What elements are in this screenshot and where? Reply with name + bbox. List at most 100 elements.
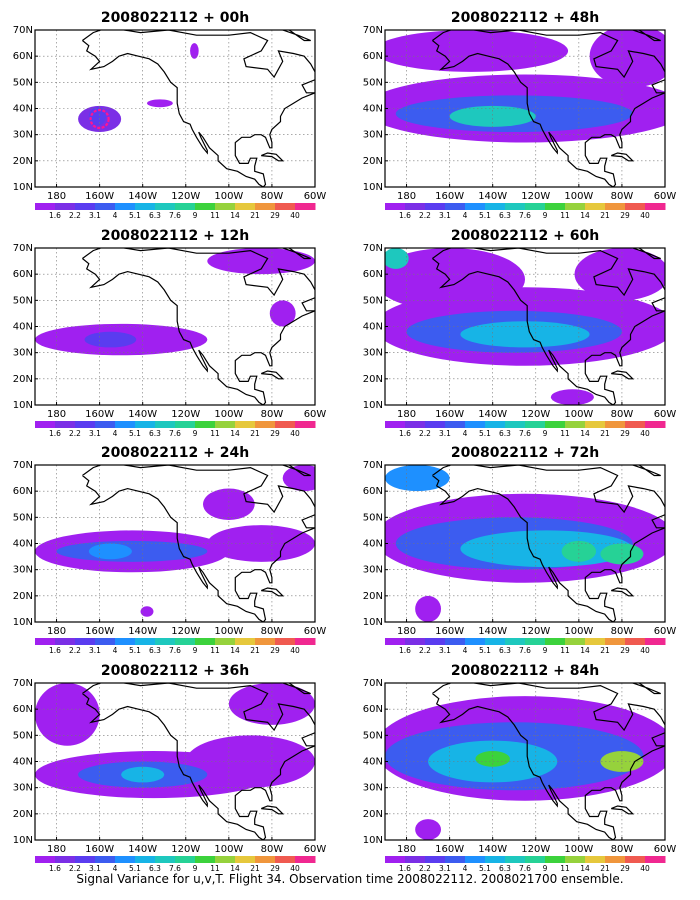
y-tick-label: 70N [13,678,33,689]
x-tick-label: 120W [171,409,200,420]
x-tick-label: 80W [261,626,284,637]
colorbar-label: 9 [543,646,548,655]
colorbar-label: 4 [113,646,118,655]
observation-marker [89,108,110,130]
colorbar-label: 40 [290,646,300,655]
colorbar-label: 21 [250,864,260,873]
map-panel: 2008022112 + 48h 70N 60N 50N 40N 30N 20N 10N 180… [363,10,677,220]
variance-contour [282,465,315,492]
colorbar-swatch [405,203,426,210]
x-tick-label: 120W [521,626,550,637]
x-tick-label: 180 [397,844,416,855]
colorbar-swatch [215,421,236,428]
coastline [82,248,315,405]
colorbar-swatch [465,203,486,210]
colorbar-label: 3.1 [89,211,101,220]
colorbar-swatch [95,203,116,210]
colorbar-swatch [405,421,426,428]
coastline [281,30,311,42]
colorbar-swatch [175,421,196,428]
colorbar-swatch [175,856,196,863]
colorbar-swatch [545,203,566,210]
y-tick-label: 40N [363,539,383,550]
colorbar-swatch [425,856,446,863]
colorbar-label: 11 [210,864,220,873]
coastline [260,370,285,380]
colorbar-label: 9 [543,211,548,220]
colorbar-label: 2.2 [69,429,81,438]
colorbar-label: 5.1 [129,429,141,438]
y-tick-label: 30N [363,348,383,359]
x-tick-label: 60W [304,626,327,637]
map-panel: 2008022112 + 72h 70N 60N 50N 40N 30N 20N 10N 180… [363,444,700,655]
x-tick-label: 60W [304,191,327,202]
y-tick-label: 20N [13,591,33,602]
variance-field [385,444,700,622]
y-tick-label: 10N [13,617,33,628]
colorbar-label: 40 [290,864,300,873]
variance-contour [561,540,597,562]
x-tick-label: 120W [521,409,550,420]
colorbar-swatch [585,856,606,863]
colorbar-label: 7.6 [169,211,181,220]
colorbar-label: 6.3 [149,211,161,220]
colorbar-swatch [135,638,156,645]
colorbar-swatch [605,638,626,645]
colorbar-label: 29 [270,864,280,873]
variance-contour [269,300,296,327]
coastline [281,465,311,477]
colorbar-swatch [215,203,236,210]
variance-field [35,248,315,405]
colorbar-swatch [605,421,626,428]
colorbar-label: 1.6 [399,429,411,438]
y-tick-label: 60N [363,704,383,715]
colorbar-swatch [645,638,666,645]
y-tick-label: 30N [13,130,33,141]
panel-title: 2008022112 + 84h [451,663,599,679]
colorbar-label: 5.1 [129,211,141,220]
colorbar-label: 14 [230,429,240,438]
y-tick-label: 40N [13,104,33,115]
colorbar-swatch [425,638,446,645]
variance-field [35,30,315,187]
colorbar-label: 29 [620,429,630,438]
coastline [260,152,285,162]
colorbar-swatch [625,203,646,210]
coastline [432,248,665,405]
coastline [637,444,700,491]
y-tick-label: 10N [363,182,383,193]
colorbar-label: 6.3 [499,429,511,438]
colorbar-label: 21 [600,864,610,873]
colorbar-swatch [485,856,506,863]
colorbar-label: 21 [600,646,610,655]
colorbar-label: 5.1 [129,646,141,655]
colorbar-label: 6.3 [499,211,511,220]
colorbar-label: 21 [250,646,260,655]
x-tick-label: 140W [478,409,507,420]
colorbar-swatch [175,203,196,210]
colorbar-label: 4 [113,211,118,220]
colorbar-swatch [275,421,296,428]
colorbar-swatch [55,638,76,645]
x-tick-label: 100W [214,844,243,855]
variance-contour [385,248,525,311]
colorbar-swatch [585,638,606,645]
colorbar-label: 11 [560,864,570,873]
colorbar-swatch [295,638,316,645]
coastline [260,805,285,815]
colorbar-swatch [255,856,276,863]
coastline [610,152,635,162]
y-tick-label: 30N [13,565,33,576]
variance-contour [185,735,315,788]
coastline [82,683,315,840]
map-panel: 2008022112 + 24h 70N 60N 50N 40N 30N 20N 10N 180… [13,445,327,655]
colorbar-swatch [645,203,666,210]
colorbar-swatch [385,203,406,210]
coastline [610,805,635,815]
colorbar-swatch [95,421,116,428]
colorbar-label: 7.6 [519,211,531,220]
colorbar-swatch [565,856,586,863]
colorbar-label: 14 [580,646,590,655]
x-tick-label: 80W [611,626,634,637]
coastline [82,30,315,187]
